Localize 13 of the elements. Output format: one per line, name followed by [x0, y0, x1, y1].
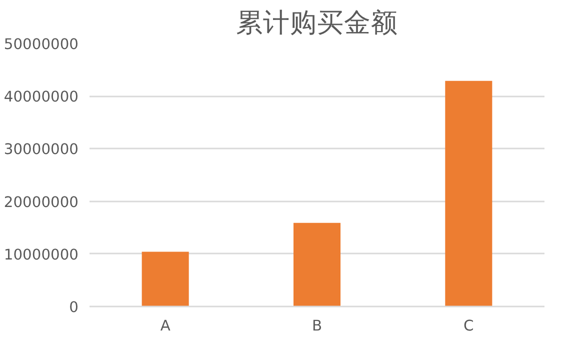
bar	[293, 222, 341, 306]
bar	[142, 252, 189, 306]
y-tick-label: 0	[69, 299, 79, 316]
x-tick-label: B	[312, 318, 322, 334]
bar	[445, 80, 492, 306]
y-tick-label: 40000000	[4, 88, 79, 106]
x-tick-label: A	[160, 318, 170, 334]
chart-title: 累计购买金额	[236, 8, 398, 38]
y-tick-label: 10000000	[4, 246, 79, 264]
y-tick-label: 50000000	[4, 36, 79, 53]
y-tick-label: 20000000	[4, 194, 79, 211]
y-tick-label: 30000000	[4, 141, 79, 158]
x-tick-label: C	[464, 318, 474, 334]
